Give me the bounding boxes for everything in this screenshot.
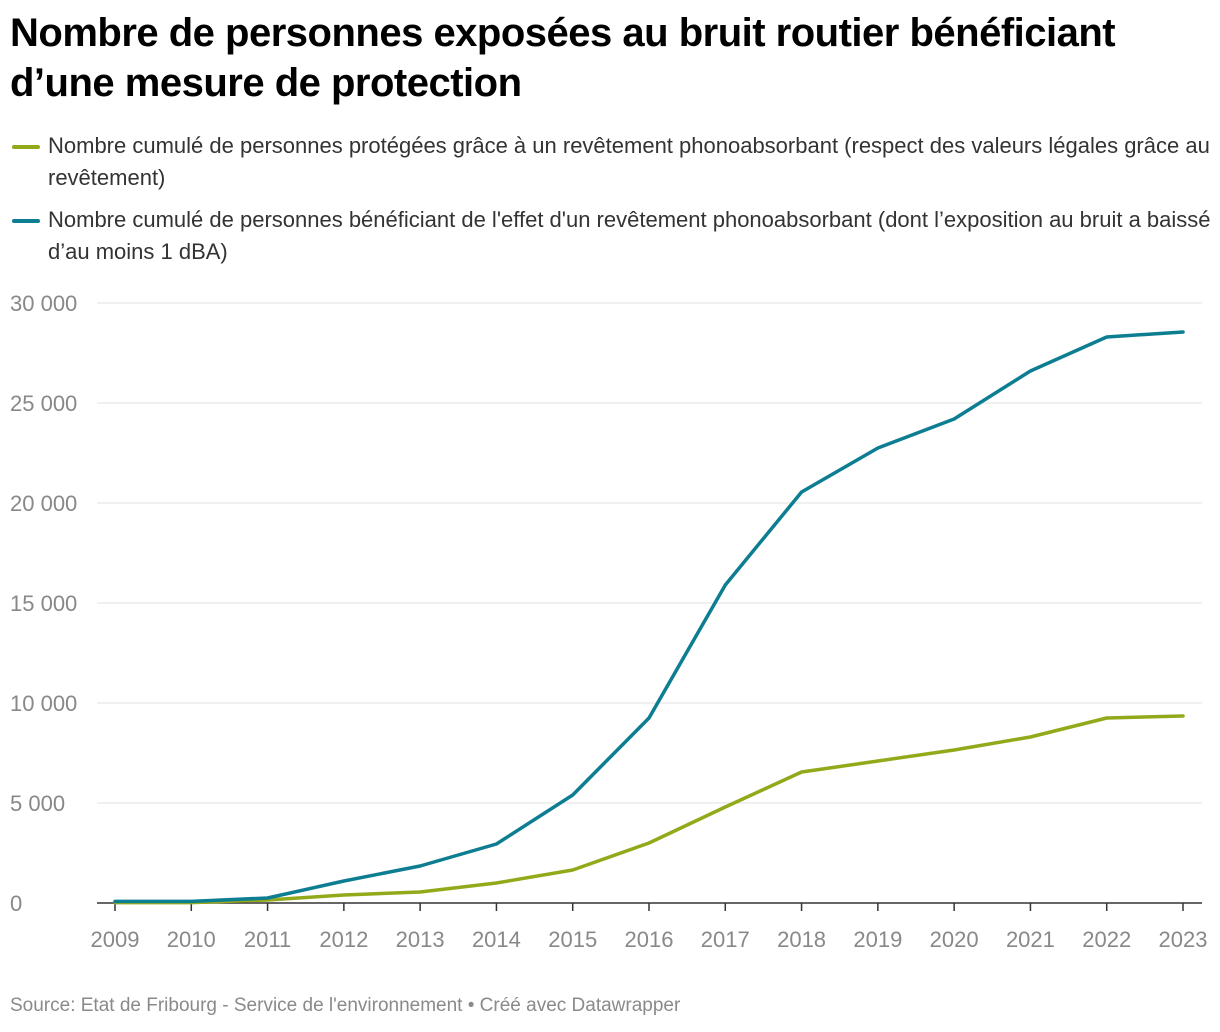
data-point bbox=[1105, 335, 1109, 339]
data-point bbox=[571, 868, 575, 872]
y-tick-label: 30 000 bbox=[10, 291, 77, 316]
y-tick-label: 10 000 bbox=[10, 691, 77, 716]
x-tick-label: 2022 bbox=[1082, 927, 1131, 952]
data-point bbox=[113, 899, 117, 903]
data-point bbox=[189, 899, 193, 903]
x-tick-label: 2012 bbox=[319, 927, 368, 952]
series-lines bbox=[113, 330, 1185, 905]
x-tick-label: 2023 bbox=[1159, 927, 1208, 952]
data-point bbox=[418, 864, 422, 868]
x-tick-label: 2009 bbox=[91, 927, 140, 952]
y-tick-label: 20 000 bbox=[10, 491, 77, 516]
y-tick-label: 25 000 bbox=[10, 391, 77, 416]
x-axis: 2009 2010 2011 2012 2013 2014 2015 2016 2017 2018… bbox=[91, 903, 1208, 952]
source-note: Source: Etat de Fribourg - Service de l'… bbox=[10, 995, 681, 1016]
data-point bbox=[723, 805, 727, 809]
y-axis: 0 5 000 10 000 15 000 20 000 25 000 30 000 bbox=[10, 291, 77, 916]
data-point bbox=[1181, 330, 1185, 334]
series-line-benefiting bbox=[113, 330, 1185, 904]
data-point bbox=[1181, 714, 1185, 718]
x-tick-label: 2015 bbox=[548, 927, 597, 952]
data-point bbox=[571, 793, 575, 797]
x-tick-label: 2013 bbox=[396, 927, 445, 952]
data-point bbox=[876, 446, 880, 450]
y-tick-label: 15 000 bbox=[10, 591, 77, 616]
x-tick-label: 2014 bbox=[472, 927, 521, 952]
data-point bbox=[1028, 735, 1032, 739]
data-point bbox=[647, 841, 651, 845]
data-point bbox=[876, 759, 880, 763]
legend-swatch-benefiting bbox=[12, 219, 40, 223]
data-point bbox=[952, 748, 956, 752]
data-point bbox=[800, 770, 804, 774]
legend-label-benefiting: Nombre cumulé de personnes bénéficiant d… bbox=[48, 207, 1211, 264]
data-point bbox=[266, 896, 270, 900]
data-point bbox=[647, 716, 651, 720]
legend-item-benefiting: Nombre cumulé de personnes bénéficiant d… bbox=[10, 204, 1215, 268]
y-tick-label: 0 bbox=[10, 891, 22, 916]
data-point bbox=[342, 879, 346, 883]
y-tick-label: 5 000 bbox=[10, 791, 65, 816]
series-line-protected bbox=[113, 714, 1185, 905]
x-tick-label: 2017 bbox=[701, 927, 750, 952]
chart-title: Nombre de personnes exposées au bruit ro… bbox=[10, 11, 1116, 105]
data-point bbox=[952, 417, 956, 421]
line-chart: 0 5 000 10 000 15 000 20 000 25 000 30 000 200… bbox=[10, 291, 1208, 952]
gridlines bbox=[97, 302, 1202, 904]
legend: Nombre cumulé de personnes protégées grâ… bbox=[10, 130, 1215, 278]
data-point bbox=[1028, 369, 1032, 373]
data-point bbox=[800, 490, 804, 494]
legend-swatch-protected bbox=[12, 145, 40, 149]
x-tick-label: 2021 bbox=[1006, 927, 1055, 952]
x-tick-label: 2019 bbox=[853, 927, 902, 952]
x-tick-label: 2016 bbox=[625, 927, 674, 952]
x-tick-label: 2010 bbox=[167, 927, 216, 952]
data-point bbox=[418, 890, 422, 894]
x-tick-label: 2018 bbox=[777, 927, 826, 952]
data-point bbox=[342, 893, 346, 897]
data-point bbox=[494, 881, 498, 885]
x-tick-label: 2020 bbox=[930, 927, 979, 952]
legend-label-protected: Nombre cumulé de personnes protégées grâ… bbox=[48, 133, 1210, 190]
data-point bbox=[494, 842, 498, 846]
data-point bbox=[1105, 716, 1109, 720]
data-point bbox=[723, 583, 727, 587]
x-tick-label: 2011 bbox=[244, 927, 291, 952]
legend-item-protected: Nombre cumulé de personnes protégées grâ… bbox=[10, 130, 1215, 194]
